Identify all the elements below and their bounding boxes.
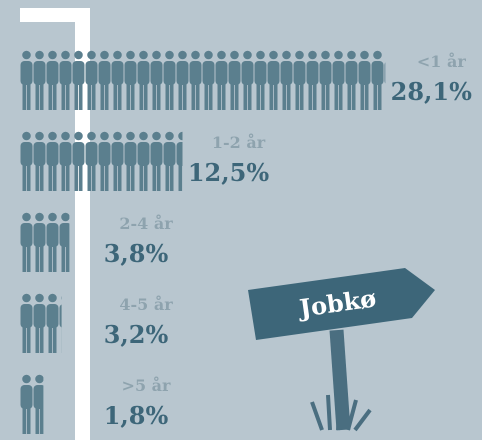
category-label: <1 år: [417, 51, 466, 71]
category-label: 2-4 år: [119, 213, 173, 233]
value-label: 28,1%: [391, 77, 472, 106]
icon-bar: [20, 374, 44, 434]
bracket-side: [75, 8, 90, 440]
value-label: 12,5%: [188, 158, 269, 187]
category-label: 1-2 år: [212, 132, 266, 152]
icon-bar: [20, 212, 70, 272]
icon-bar: [20, 50, 386, 110]
category-label: >5 år: [122, 375, 171, 395]
bracket-top: [20, 8, 90, 22]
value-label: 3,8%: [104, 239, 169, 268]
category-label: 4-5 år: [119, 294, 173, 314]
icon-bar: [20, 131, 183, 191]
signpost: Jobkø: [248, 268, 435, 432]
rows: <1 år 28,1% 1-2 år 12,5% 2-4 år 3,8% 4-5 år 3,2…: [20, 50, 472, 434]
value-label: 3,2%: [104, 320, 169, 349]
icon-bar: [20, 293, 62, 353]
value-label: 1,8%: [104, 401, 169, 430]
